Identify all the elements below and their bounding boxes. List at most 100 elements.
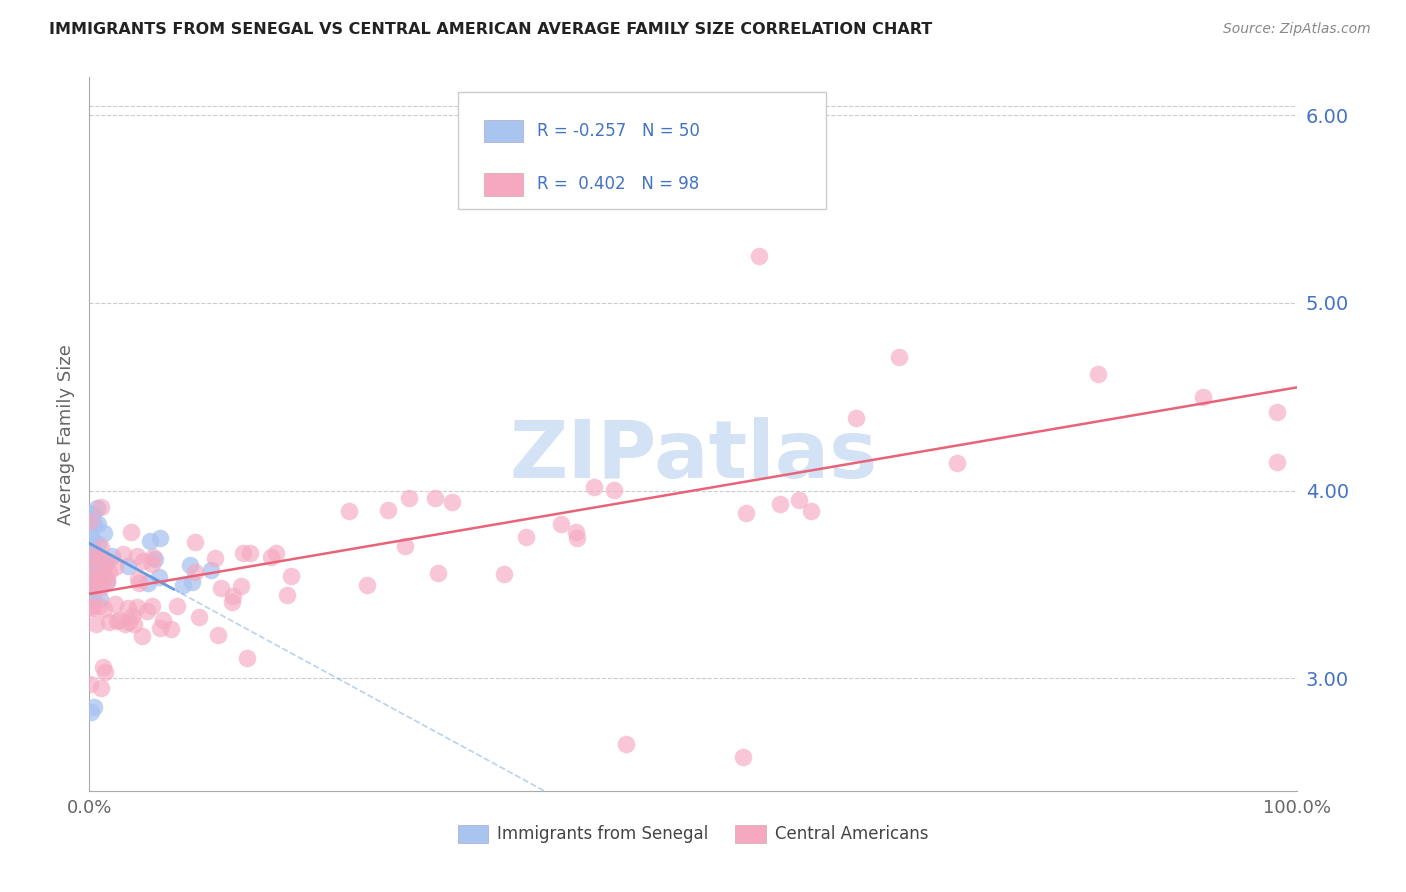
Point <box>80 705 103 719</box>
Point <box>98 565 121 579</box>
Point <box>731 750 754 764</box>
Point <box>131 630 153 644</box>
Point <box>735 506 758 520</box>
Point <box>138 534 160 549</box>
Point <box>377 503 399 517</box>
Point <box>84 554 107 568</box>
Point <box>127 572 149 586</box>
Point <box>142 549 165 564</box>
Point <box>136 604 159 618</box>
Point <box>141 557 163 571</box>
Point <box>80 553 103 567</box>
Point <box>515 530 537 544</box>
Point <box>80 542 103 557</box>
Point <box>91 659 114 673</box>
Point <box>84 580 107 594</box>
Point <box>89 592 111 607</box>
Point <box>132 554 155 568</box>
Point <box>93 559 115 574</box>
Point <box>204 551 226 566</box>
Point <box>90 568 112 582</box>
Point <box>128 576 150 591</box>
Point <box>239 546 262 560</box>
Point <box>232 546 254 560</box>
Point <box>280 569 302 583</box>
Point <box>152 613 174 627</box>
Point <box>768 497 790 511</box>
Point <box>79 558 101 572</box>
Y-axis label: Average Family Size: Average Family Size <box>58 343 75 524</box>
Point <box>79 506 101 520</box>
Point <box>82 544 104 558</box>
Point <box>166 599 188 613</box>
Point <box>1265 455 1288 469</box>
Point <box>118 615 141 630</box>
Point <box>394 539 416 553</box>
Point <box>117 600 139 615</box>
Point <box>188 610 211 624</box>
Point <box>90 540 112 554</box>
Point <box>264 545 287 559</box>
Point <box>83 516 105 531</box>
Point <box>440 495 463 509</box>
Point <box>101 549 124 563</box>
Point <box>94 555 117 569</box>
Point <box>183 534 205 549</box>
Point <box>148 570 170 584</box>
Point <box>222 589 245 603</box>
Point <box>82 508 104 522</box>
Bar <box>457 825 488 843</box>
Point <box>426 566 449 581</box>
Point <box>887 350 910 364</box>
Point <box>799 504 821 518</box>
Point <box>79 516 101 530</box>
Point <box>79 576 101 591</box>
Bar <box>484 173 523 196</box>
Point <box>80 548 103 562</box>
Point <box>121 609 143 624</box>
Text: R =  0.402   N = 98: R = 0.402 N = 98 <box>537 176 700 194</box>
Point <box>235 651 257 665</box>
Point <box>80 574 103 589</box>
Point <box>79 538 101 552</box>
Point <box>845 411 868 425</box>
Point <box>550 517 572 532</box>
Point <box>184 566 207 580</box>
Point <box>96 574 118 588</box>
Point <box>83 562 105 576</box>
Point <box>582 480 605 494</box>
Point <box>207 628 229 642</box>
Point <box>90 681 112 695</box>
Point <box>82 593 104 607</box>
Point <box>111 548 134 562</box>
Point <box>117 558 139 573</box>
Point <box>90 553 112 567</box>
FancyBboxPatch shape <box>457 92 827 210</box>
Point <box>83 574 105 588</box>
Point <box>82 533 104 548</box>
Point <box>80 552 103 566</box>
Point <box>82 517 104 532</box>
Point <box>172 578 194 592</box>
Point <box>748 249 770 263</box>
Point <box>90 568 112 582</box>
Point <box>90 500 112 514</box>
Text: R = -0.257   N = 50: R = -0.257 N = 50 <box>537 122 700 140</box>
Point <box>104 560 127 574</box>
Point <box>79 576 101 591</box>
Point <box>93 525 115 540</box>
Point <box>614 737 637 751</box>
Text: ZIPatlas: ZIPatlas <box>509 417 877 495</box>
Point <box>337 504 360 518</box>
Point <box>82 555 104 569</box>
Point <box>94 571 117 585</box>
Point <box>86 500 108 515</box>
Point <box>565 531 588 545</box>
Point <box>93 602 115 616</box>
Point <box>122 616 145 631</box>
Point <box>276 588 298 602</box>
Point <box>181 575 204 590</box>
Point <box>564 524 586 539</box>
Point <box>398 491 420 506</box>
Point <box>1087 367 1109 381</box>
